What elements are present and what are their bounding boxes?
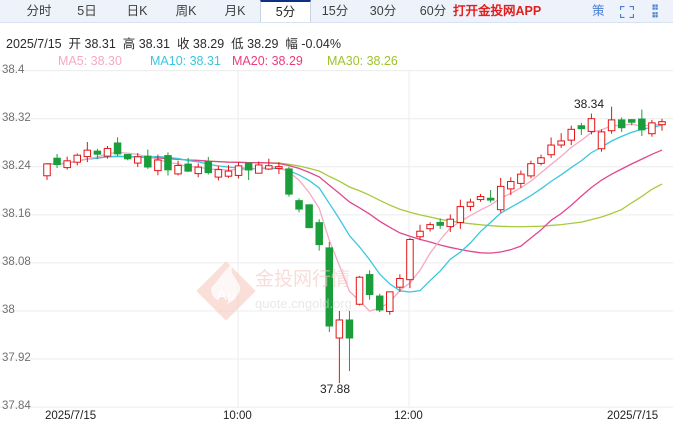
svg-text:quote.cngold.org: quote.cngold.org xyxy=(255,296,352,311)
svg-text:金投网行情: 金投网行情 xyxy=(255,268,350,290)
svg-text:Au: Au xyxy=(217,287,235,304)
